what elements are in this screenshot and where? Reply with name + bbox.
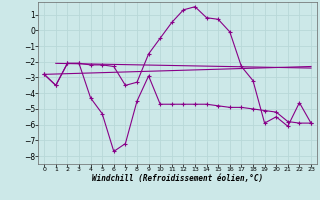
X-axis label: Windchill (Refroidissement éolien,°C): Windchill (Refroidissement éolien,°C) xyxy=(92,174,263,183)
